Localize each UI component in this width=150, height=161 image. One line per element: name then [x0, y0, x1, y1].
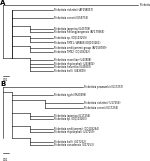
- Text: Rickettsia conorii (U17254): Rickettsia conorii (U17254): [84, 106, 118, 110]
- Text: Rickettsia amblyommii (DQ103264): Rickettsia amblyommii (DQ103264): [54, 127, 99, 131]
- Text: Rickettsia rhipicephali (U43804): Rickettsia rhipicephali (U43804): [54, 62, 94, 66]
- Text: Rickettsia rhipicephali (U17259): Rickettsia rhipicephali (U17259): [54, 130, 94, 134]
- Text: Rickettsia conorii (U59734): Rickettsia conorii (U59734): [54, 16, 88, 20]
- Text: Rickettsia canadensis (U17253): Rickettsia canadensis (U17253): [54, 143, 94, 147]
- Text: Rickettsia japonica (U17256): Rickettsia japonica (U17256): [54, 114, 90, 118]
- Text: Rickettsia bellii (U17252): Rickettsia bellii (U17252): [54, 140, 86, 144]
- Text: Rickettsia amblyommii group (AF158789): Rickettsia amblyommii group (AF158789): [54, 46, 106, 50]
- Text: Rickettsia rickettsii (AF198057): Rickettsia rickettsii (AF198057): [54, 8, 93, 12]
- Text: Rickettsia helvetica (U43800): Rickettsia helvetica (U43800): [54, 65, 91, 69]
- Text: Rickettsia TME1 / AR868 (DQ103261): Rickettsia TME1 / AR868 (DQ103261): [54, 40, 100, 44]
- Text: Rickettsia rickettsii (U17258): Rickettsia rickettsii (U17258): [84, 101, 120, 105]
- Text: Rickettsia heilongjiangensis (AF179365): Rickettsia heilongjiangensis (AF179365): [54, 30, 104, 34]
- Text: 0.01: 0.01: [3, 78, 9, 82]
- Text: Rickettsia massiliae (U43808): Rickettsia massiliae (U43808): [54, 58, 91, 62]
- Text: Rickettsia typhi (M20499): Rickettsia typhi (M20499): [54, 93, 86, 97]
- Text: Rickettsia sp. (DQ103263): Rickettsia sp. (DQ103263): [54, 117, 87, 121]
- Text: Rickettsia bellii (U43809): Rickettsia bellii (U43809): [54, 69, 86, 73]
- Text: Rickettsia japonica (U43709): Rickettsia japonica (U43709): [54, 27, 90, 31]
- Text: A: A: [0, 0, 5, 6]
- Text: 0.01: 0.01: [3, 158, 9, 161]
- Text: Rickettsia prowazekii (M14086): Rickettsia prowazekii (M14086): [140, 3, 150, 7]
- Text: Rickettsia sp. (DQ103259): Rickettsia sp. (DQ103259): [54, 36, 87, 40]
- Text: B: B: [0, 80, 5, 86]
- Text: Rickettsia prowazekii (U17257): Rickettsia prowazekii (U17257): [84, 85, 123, 89]
- Text: Rickettsia TME2 (DQ103262): Rickettsia TME2 (DQ103262): [54, 50, 90, 54]
